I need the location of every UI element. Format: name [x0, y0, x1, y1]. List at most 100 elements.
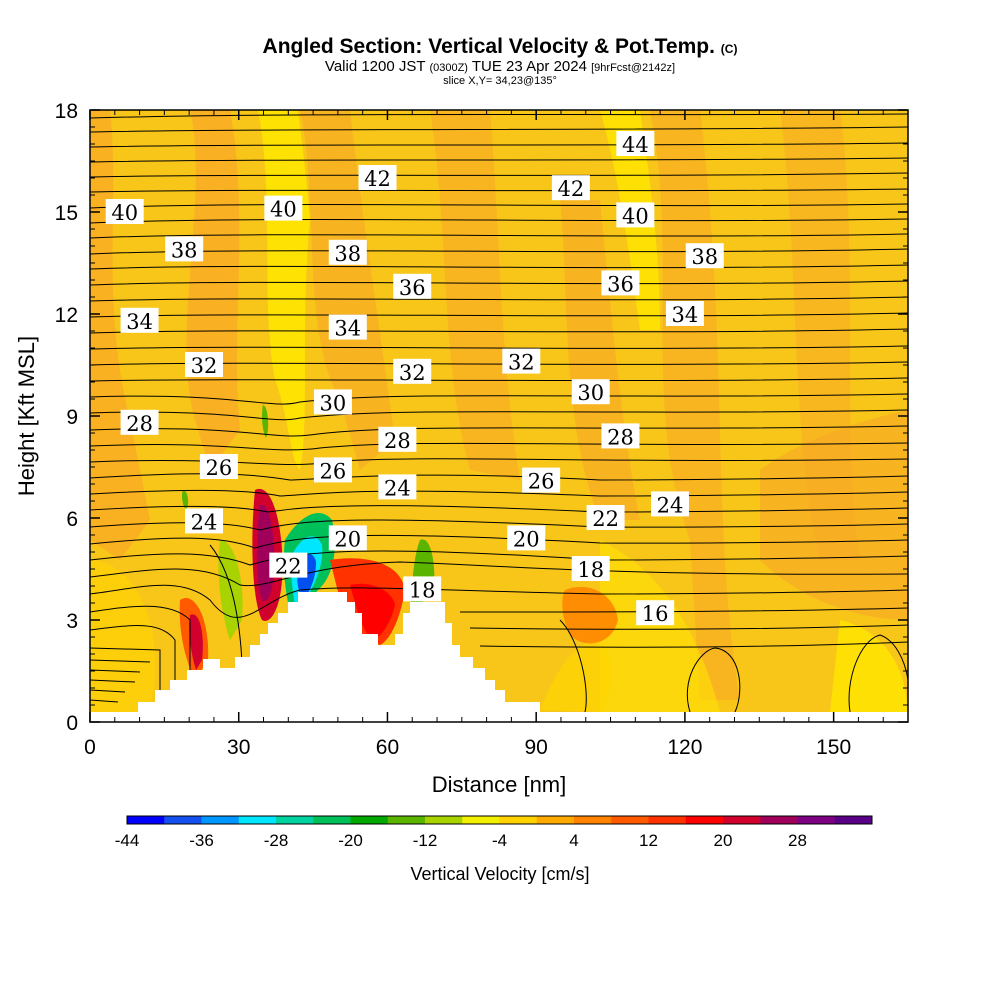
x-axis-title: Distance [nm]: [432, 772, 567, 797]
contour-label-box: [616, 131, 655, 156]
contour-label: 36: [607, 272, 634, 296]
downdraft-core: [262, 405, 269, 438]
colorbar-swatch: [387, 816, 426, 824]
contour-label-box: [551, 175, 590, 201]
contour-label-box: [601, 423, 640, 449]
contour-label-box: [586, 505, 625, 530]
x-tick-label: 60: [376, 736, 399, 759]
contour-label-box: [403, 576, 442, 602]
y-tick-label: 9: [66, 406, 78, 429]
contour-label-box: [378, 426, 417, 452]
y-tick-label: 15: [55, 202, 78, 225]
theta-contour: [848, 634, 908, 713]
ground-strip: [90, 712, 908, 722]
x-tick-label: 30: [227, 736, 250, 759]
theta-contour: [90, 312, 908, 318]
contour-label: 22: [592, 507, 619, 531]
theta-contour: [90, 203, 908, 209]
contour-label-box: [665, 301, 704, 326]
theta-contour: [90, 126, 908, 133]
contour-label-box: [685, 243, 724, 269]
contour-label: 18: [577, 558, 604, 582]
contour-label-box: [269, 552, 308, 578]
contour-label: 42: [558, 177, 585, 201]
contour-label: 40: [270, 198, 297, 222]
colorbar-swatch: [164, 816, 202, 824]
contour-label: 38: [334, 242, 361, 266]
theta-contour: [90, 172, 908, 178]
theta-contour: [90, 188, 908, 193]
theta-contour: [90, 550, 908, 566]
theta-contour: [90, 534, 908, 549]
contour-label-box: [502, 348, 541, 374]
shade-band: [90, 560, 156, 712]
contour-label: 28: [384, 429, 411, 453]
contour-label: 24: [657, 493, 684, 517]
colorbar-swatch: [127, 816, 165, 824]
contour-label: 34: [126, 310, 153, 334]
contour-label: 36: [399, 276, 426, 300]
theta-contour: [90, 296, 908, 302]
downdraft-core: [182, 490, 189, 510]
colorbar-title: Vertical Velocity [cm/s]: [410, 864, 589, 884]
contour-label: 28: [607, 425, 634, 449]
theta-contour: [90, 345, 908, 350]
contour-label-box: [165, 236, 204, 262]
contour-label-box: [571, 379, 610, 405]
theta-contour: [559, 619, 587, 713]
colorbar-swatch: [425, 816, 463, 824]
theta-contour: [90, 264, 908, 270]
shade-band: [540, 640, 612, 712]
colorbar-tick-label: 12: [639, 831, 658, 850]
contour-label-box: [636, 600, 675, 626]
theta-contour: [90, 328, 908, 334]
contour-label-box: [313, 457, 352, 483]
theta-contour: [90, 605, 908, 690]
contour-label: 42: [364, 167, 391, 191]
colorbar-tick-labels: -44 -36 -28 -20 -12 -4 4 12 20 28: [115, 831, 807, 850]
updraft-core: [189, 614, 203, 670]
contour-label: 26: [320, 459, 347, 483]
contour-label-box: [601, 270, 640, 296]
theta-contour: [90, 641, 908, 700]
contour-label: 18: [409, 578, 436, 602]
contour-label: 24: [191, 510, 218, 534]
colorbar-swatch: [201, 816, 240, 824]
colorbar-swatch: [238, 816, 277, 824]
contour-label: 44: [622, 133, 649, 157]
contour-label-box: [616, 202, 655, 228]
contour-label-box: [120, 409, 159, 435]
contour-label: 34: [672, 303, 699, 327]
x-axis-ticks: 0 30 60 90 120 150: [84, 110, 884, 759]
contour-label: 30: [577, 381, 604, 405]
y-tick-label: 0: [66, 712, 78, 735]
colorbar-tick-label: -28: [264, 831, 289, 850]
colorbar-swatch: [834, 816, 873, 824]
contour-label: 16: [642, 602, 669, 626]
contour-label: 26: [528, 470, 555, 494]
theta-contour: [90, 659, 151, 703]
y-tick-label: 18: [55, 100, 78, 123]
x-tick-label: 0: [84, 736, 96, 759]
colorbar-tick-label: 28: [788, 831, 807, 850]
contour-label: 28: [126, 412, 153, 436]
theta-contour: [90, 505, 908, 513]
contour-label: 32: [191, 354, 218, 378]
chart-title: Angled Section: Vertical Velocity & Pot.…: [262, 35, 738, 58]
shade-band: [600, 540, 720, 712]
shade-band: [430, 110, 520, 480]
updraft-core: [350, 583, 395, 640]
colorbar-swatch: [536, 816, 575, 824]
chart-valid-time: Valid 1200 JST (0300Z) TUE 23 Apr 2024 […: [324, 58, 676, 75]
contour-label: 24: [384, 476, 411, 500]
colorbar-swatch: [574, 816, 612, 824]
colorbar-swatch: [313, 816, 351, 824]
contour-label-box: [328, 239, 367, 265]
contour-label-box: [185, 352, 224, 377]
contour-label: 32: [399, 361, 426, 385]
contour-label-box: [393, 358, 432, 384]
contour-label-box: [507, 525, 546, 551]
theta-contour: [90, 561, 908, 587]
contour-label: 34: [334, 317, 361, 341]
contour-label-box: [358, 165, 397, 190]
